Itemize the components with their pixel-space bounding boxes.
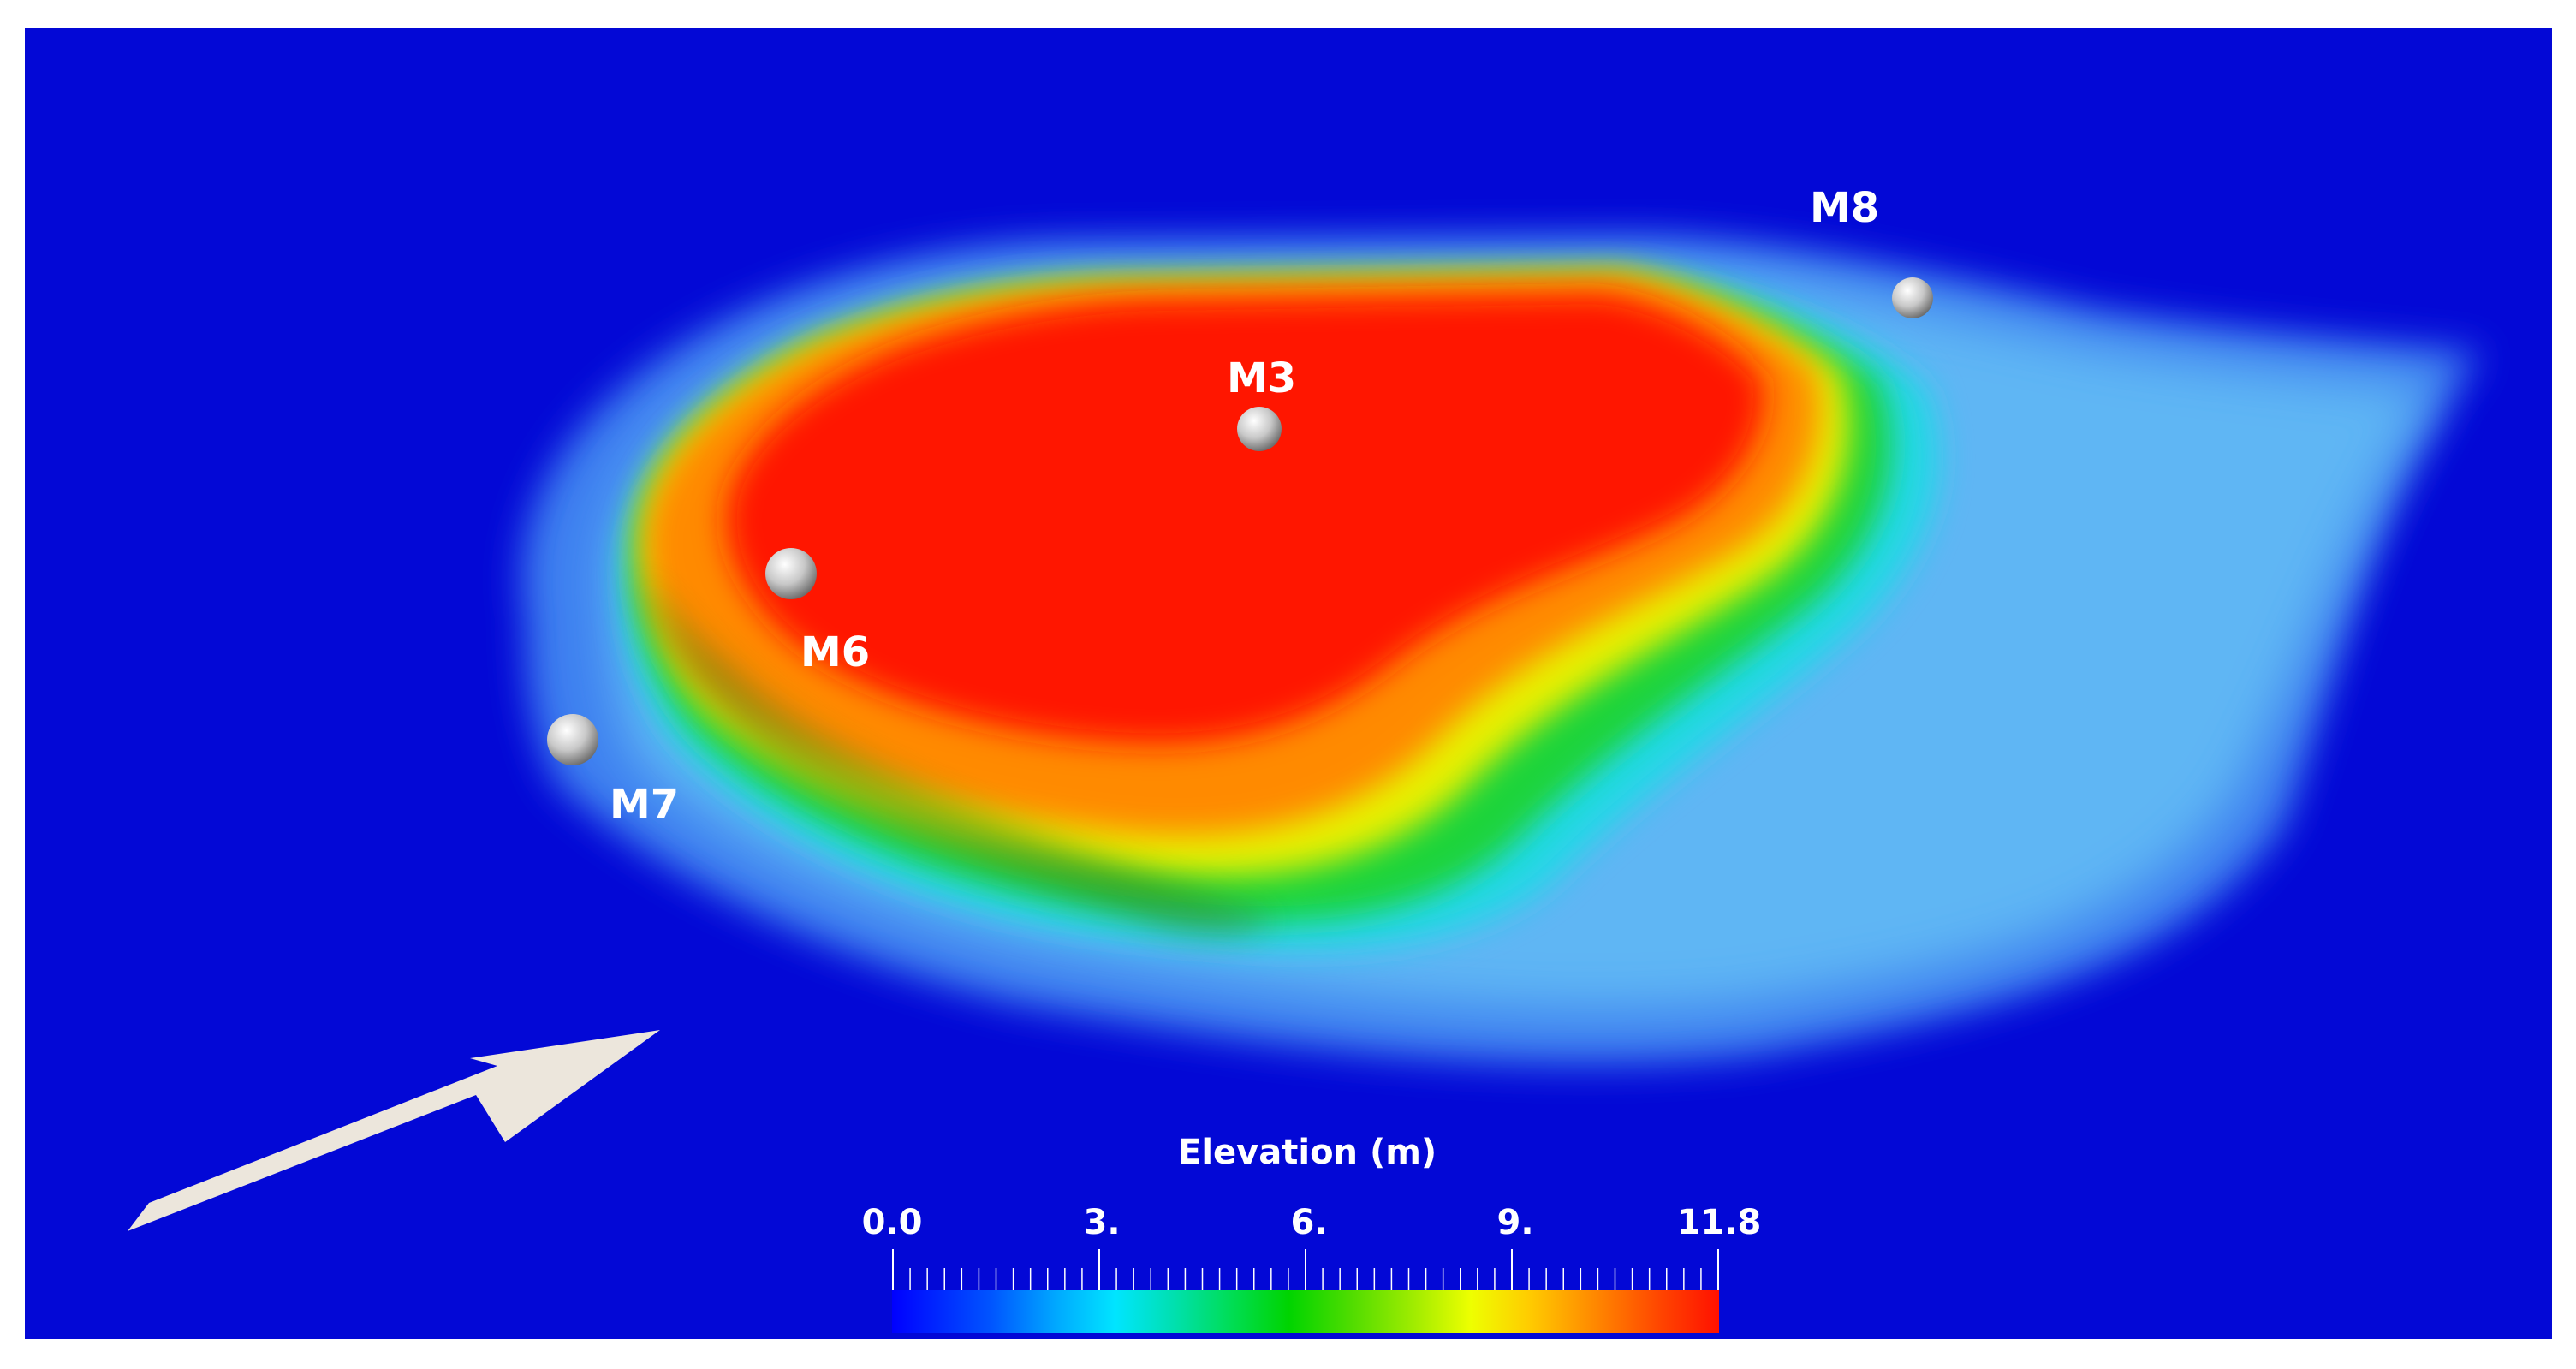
elevation-surface-scene: [128, 238, 2482, 1231]
marker-label-m3: M3: [1227, 354, 1297, 402]
elevation-colorbar: [892, 1246, 1719, 1333]
surface-escarpment-shadow: [641, 576, 1275, 935]
legend-tick-label-3: 9.: [1496, 1203, 1534, 1242]
marker-sphere-m7: [547, 714, 598, 765]
legend-tick-label-2: 6.: [1290, 1203, 1328, 1242]
marker-sphere-m8: [1892, 277, 1933, 318]
legend-tick-label-0: 0.0: [861, 1203, 923, 1242]
colorbar-gradient: [892, 1290, 1719, 1333]
legend-tick-label-1: 3.: [1083, 1203, 1121, 1242]
marker-sphere-m3: [1237, 407, 1282, 451]
render-viewport[interactable]: M8 M3 M6 M7 Elevation (m) 0.0 3. 6. 9. 1…: [25, 28, 2552, 1339]
colorbar-tick-marks: [892, 1249, 1719, 1290]
marker-sphere-m6: [765, 548, 817, 599]
flow-direction-arrow-icon: [128, 1030, 660, 1231]
marker-label-m6: M6: [800, 628, 871, 676]
marker-label-m7: M7: [610, 781, 680, 829]
legend-title: Elevation (m): [1178, 1133, 1437, 1172]
legend-tick-label-4: 11.8: [1676, 1203, 1762, 1242]
surface-red-core: [726, 294, 1764, 744]
marker-label-m8: M8: [1810, 184, 1880, 232]
